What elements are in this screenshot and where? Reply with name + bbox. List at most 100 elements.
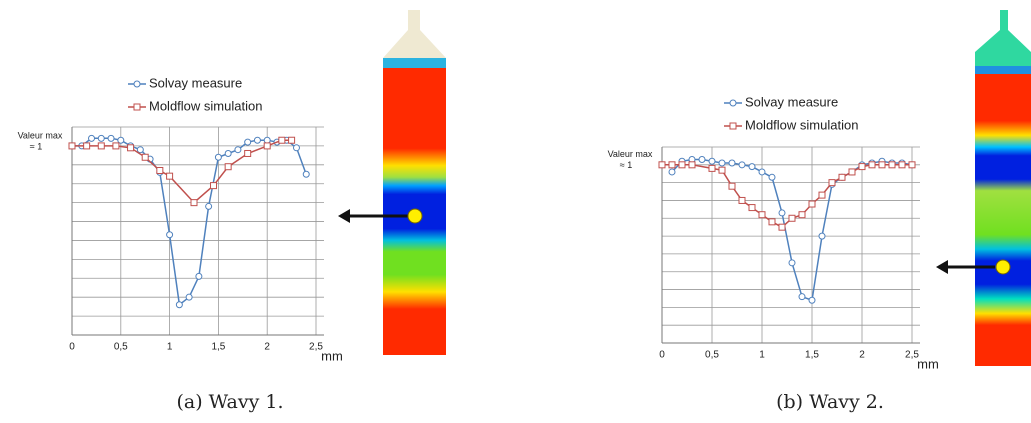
data-point [758, 168, 766, 176]
data-point [244, 138, 252, 146]
data-point [898, 161, 906, 169]
data-point [808, 200, 816, 208]
data-point [718, 159, 726, 167]
data-point [658, 161, 666, 169]
series-line [662, 164, 912, 229]
legend-marker [133, 80, 141, 88]
data-point [798, 293, 806, 301]
marker-dot [995, 259, 1011, 275]
legend-label: Solvay measure [149, 75, 242, 90]
data-point [205, 202, 213, 210]
data-point [288, 136, 296, 144]
data-point [678, 161, 686, 169]
data-point [302, 170, 310, 178]
data-point [253, 136, 261, 144]
data-point [838, 173, 846, 181]
data-point [292, 144, 300, 152]
data-point [166, 172, 174, 180]
x-tick-label: 1,5 [805, 350, 819, 361]
data-point [808, 296, 816, 304]
data-point [888, 161, 896, 169]
data-point [97, 134, 105, 142]
x-tick-label: 0 [659, 350, 665, 361]
data-point [878, 161, 886, 169]
data-point [244, 149, 252, 157]
nozzle-band [975, 66, 1031, 74]
data-point [788, 214, 796, 222]
data-point [136, 146, 144, 154]
data-point [190, 199, 198, 207]
data-point [818, 232, 826, 240]
data-point [224, 149, 232, 157]
nozzle [383, 10, 446, 68]
x-tick-label: 1 [759, 350, 765, 361]
data-point [166, 231, 174, 239]
data-point [788, 259, 796, 267]
data-point [263, 142, 271, 150]
data-point [195, 272, 203, 280]
x-tick-label: 1,5 [211, 342, 225, 353]
data-point [818, 191, 826, 199]
legend-label: Solvay measure [745, 94, 838, 109]
data-point [263, 136, 271, 144]
x-tick-label: 0,5 [705, 350, 719, 361]
legend-label: Moldflow simulation [149, 98, 262, 113]
x-axis-label: mm [917, 356, 939, 371]
legend-label: Moldflow simulation [745, 117, 858, 132]
x-tick-label: 2,5 [309, 342, 323, 353]
color-strip [975, 74, 1031, 366]
data-point [668, 161, 676, 169]
x-axis-label: mm [321, 348, 343, 363]
data-point [107, 134, 115, 142]
nozzle [975, 10, 1031, 72]
data-point [908, 161, 916, 169]
data-point [768, 173, 776, 181]
data-point [88, 134, 96, 142]
data-point [185, 293, 193, 301]
data-point [127, 144, 135, 152]
y-annotation: Valeur max [608, 149, 653, 159]
data-point [728, 159, 736, 167]
data-point [748, 204, 756, 212]
data-point [214, 153, 222, 161]
data-point [112, 142, 120, 150]
nozzle-band [383, 58, 446, 68]
data-point [668, 168, 676, 176]
x-tick-label: 2 [264, 342, 270, 353]
caption: (b) Wavy 2. [776, 391, 884, 413]
y-annotation-value: ≈ 1 [30, 141, 42, 151]
data-point [758, 211, 766, 219]
data-point [708, 157, 716, 165]
data-point [224, 163, 232, 171]
data-point [778, 223, 786, 231]
x-tick-label: 2 [859, 350, 865, 361]
legend-marker [729, 99, 737, 107]
arrow-head [338, 209, 350, 223]
data-point [718, 166, 726, 174]
arrow-head [936, 260, 948, 274]
data-point [278, 136, 286, 144]
x-tick-label: 0 [69, 342, 75, 353]
data-point [728, 182, 736, 190]
data-point [868, 161, 876, 169]
legend-marker [729, 122, 737, 130]
data-point [175, 301, 183, 309]
data-point [798, 211, 806, 219]
legend-marker [133, 103, 141, 111]
y-annotation-value: ≈ 1 [620, 160, 632, 170]
data-point [768, 218, 776, 226]
y-annotation: Valeur max [18, 130, 63, 140]
data-point [141, 153, 149, 161]
caption: (a) Wavy 1. [176, 391, 283, 413]
data-point [698, 155, 706, 163]
data-point [210, 182, 218, 190]
marker-dot [407, 208, 423, 224]
x-tick-label: 0,5 [114, 342, 128, 353]
data-point [738, 196, 746, 204]
data-point [83, 142, 91, 150]
x-tick-label: 1 [167, 342, 173, 353]
data-point [828, 179, 836, 187]
data-point [156, 166, 164, 174]
data-point [68, 142, 76, 150]
